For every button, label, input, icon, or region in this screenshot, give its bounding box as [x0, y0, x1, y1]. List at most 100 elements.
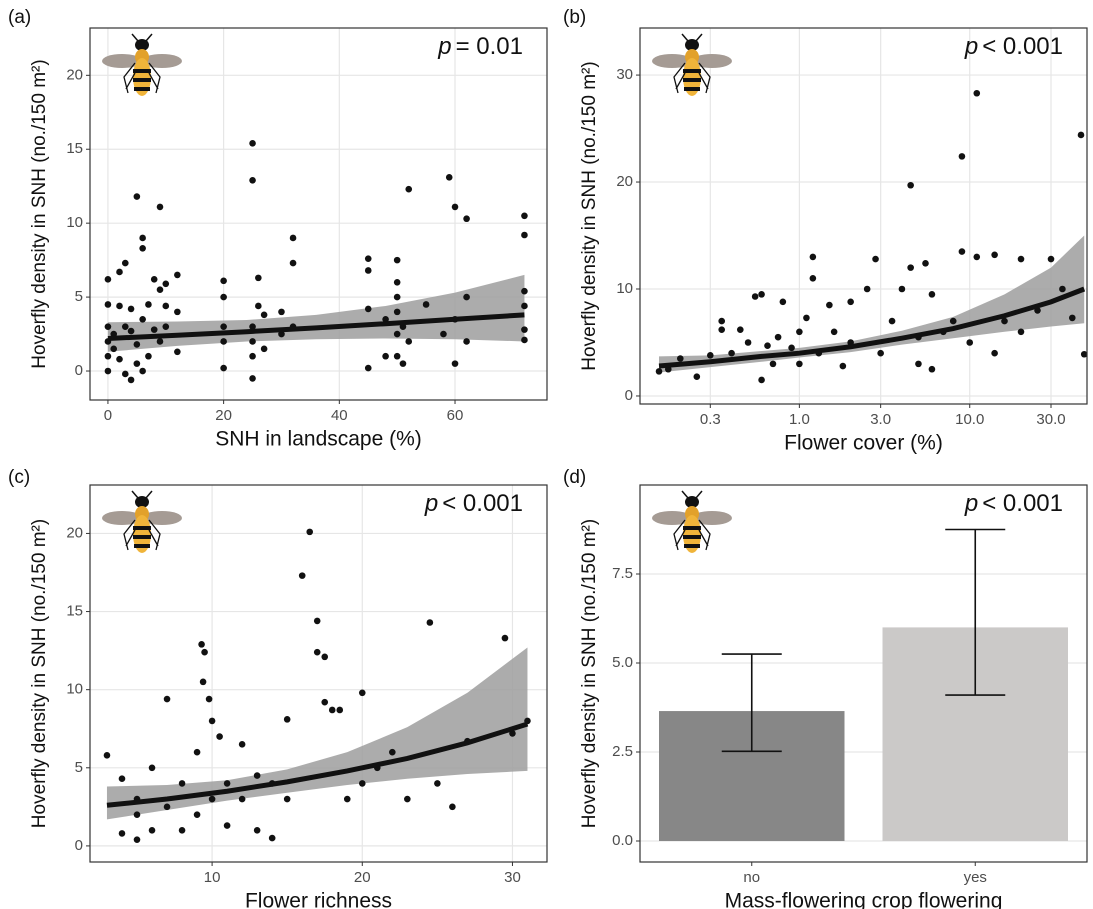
bee-icon [652, 33, 732, 97]
data-point [991, 349, 998, 357]
data-point [463, 338, 470, 345]
data-point [260, 311, 268, 319]
bee-icon [102, 33, 182, 97]
annotation: p < 0.001 [964, 33, 1063, 60]
x-tick-label: 0.3 [700, 411, 721, 428]
data-point [328, 706, 336, 714]
confidence-band [107, 274, 525, 352]
plot-border [639, 484, 1088, 863]
panel-label: (b) [563, 7, 586, 28]
data-point [764, 342, 771, 350]
data-point [249, 323, 256, 330]
y-tick-label: 0 [625, 387, 633, 404]
p-symbol: p [964, 490, 978, 517]
data-point [898, 285, 906, 293]
y-tick-label: 15 [66, 603, 83, 620]
data-point [216, 733, 223, 740]
y-tick-label: 7.5 [612, 565, 633, 582]
y-tick-label: 0.0 [612, 832, 633, 849]
p-value: < 0.001 [442, 490, 523, 517]
data-point [393, 308, 401, 316]
data-point [145, 301, 152, 308]
x-tick-label: 3.0 [870, 411, 891, 428]
y-tick-label: 10 [66, 681, 83, 698]
data-point [278, 330, 285, 338]
data-point [110, 345, 118, 353]
data-point [162, 302, 170, 310]
y-tick-label: 5 [75, 288, 83, 305]
data-point [758, 376, 765, 384]
data-point [440, 330, 447, 338]
data-point [150, 326, 158, 333]
data-point [839, 362, 847, 370]
panel-label: (d) [563, 467, 586, 488]
y-tick-label: 10 [66, 214, 83, 231]
data-point [744, 339, 752, 346]
data-point [1068, 314, 1076, 322]
plot-border [639, 27, 1088, 405]
data-point [208, 795, 216, 803]
data-point [104, 352, 112, 360]
data-point [405, 338, 413, 345]
data-point [298, 572, 306, 579]
data-point [104, 301, 112, 308]
y-tick-label: 15 [66, 140, 83, 157]
data-point [422, 301, 430, 308]
x-tick-label: no [743, 869, 760, 886]
x-axis-title: Flower richness [245, 890, 392, 909]
x-tick-label: yes [964, 869, 987, 886]
data-point [220, 364, 227, 372]
data-point [863, 285, 871, 293]
error-bar [721, 653, 782, 753]
data-point [958, 248, 966, 255]
data-point [133, 341, 141, 348]
data-point [463, 215, 470, 223]
data-point [116, 355, 123, 363]
data-point [174, 348, 181, 356]
annotation: p < 0.001 [964, 490, 1063, 517]
data-point [193, 811, 201, 818]
data-point [521, 287, 528, 295]
data-point [966, 339, 974, 346]
data-point [521, 231, 528, 239]
data-point [907, 264, 914, 271]
data-point [343, 795, 351, 803]
data-point [220, 293, 227, 301]
y-tick-label: 20 [66, 524, 83, 541]
data-point [872, 255, 879, 263]
panel-label: (c) [8, 467, 30, 488]
data-point [358, 780, 366, 787]
data-point [449, 803, 456, 811]
data-point [133, 360, 141, 367]
data-point [1001, 317, 1008, 325]
y-tick-label: 5 [75, 759, 83, 776]
data-point [393, 330, 401, 338]
y-tick-label: 0 [75, 837, 83, 854]
x-tick-label: 30.0 [1036, 411, 1065, 428]
data-point [127, 376, 135, 384]
data-point [205, 695, 213, 703]
data-point [133, 193, 141, 200]
data-point [1017, 255, 1025, 263]
data-point [1080, 350, 1088, 358]
data-point [163, 695, 171, 703]
data-point [238, 741, 246, 748]
data-point [922, 260, 929, 267]
data-point [208, 717, 216, 725]
data-point [321, 653, 329, 661]
data-point [139, 367, 146, 375]
data-point [283, 716, 291, 723]
data-point [728, 349, 735, 357]
data-point [249, 176, 256, 184]
data-point [404, 795, 411, 803]
plot-border [89, 27, 548, 401]
data-point [199, 678, 207, 686]
data-point [139, 234, 146, 242]
data-point [364, 364, 372, 372]
fit-line [106, 721, 529, 808]
data-point [249, 352, 256, 360]
data-point [313, 617, 321, 625]
data-point [830, 328, 838, 336]
data-point [255, 302, 262, 310]
data-point [148, 764, 156, 772]
